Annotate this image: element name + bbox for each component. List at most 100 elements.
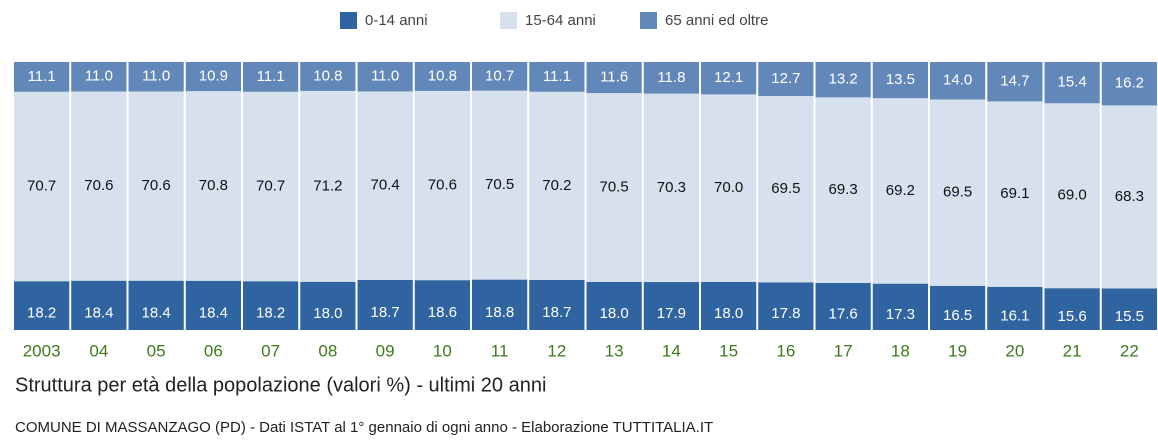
data-label: 18.2 bbox=[27, 305, 56, 322]
bar-segment bbox=[1101, 105, 1157, 289]
data-label: 11.6 bbox=[600, 68, 628, 85]
data-label: 70.4 bbox=[371, 177, 400, 194]
bar-segment bbox=[529, 91, 585, 280]
data-label: 18.4 bbox=[142, 304, 171, 321]
data-label: 70.8 bbox=[199, 177, 228, 194]
bar-segment bbox=[14, 62, 70, 92]
x-tick-label: 04 bbox=[89, 341, 108, 360]
bar-segment bbox=[1044, 288, 1100, 330]
bar-segment bbox=[930, 62, 986, 100]
bar-segment bbox=[1101, 288, 1157, 330]
data-label: 11.1 bbox=[28, 68, 56, 85]
data-label: 16.1 bbox=[1000, 307, 1029, 324]
data-label: 68.3 bbox=[1115, 188, 1144, 205]
x-tick-label: 18 bbox=[891, 341, 910, 360]
bar-segment bbox=[300, 90, 356, 282]
data-label: 17.9 bbox=[657, 305, 686, 322]
x-tick-label: 14 bbox=[662, 341, 681, 360]
x-tick-label: 19 bbox=[948, 341, 967, 360]
bar-segment bbox=[529, 62, 585, 92]
bar-segment bbox=[357, 91, 413, 280]
x-tick-label: 15 bbox=[719, 341, 738, 360]
legend-swatch bbox=[340, 12, 357, 29]
bar-segment bbox=[701, 94, 757, 282]
data-label: 11.1 bbox=[543, 68, 571, 85]
bar-segment bbox=[71, 280, 127, 330]
data-label: 18.4 bbox=[199, 304, 228, 321]
bar-segment bbox=[128, 91, 184, 281]
bar-segment bbox=[987, 286, 1043, 330]
x-tick-label: 22 bbox=[1120, 341, 1139, 360]
legend-swatch bbox=[500, 12, 517, 29]
bar-segment bbox=[71, 91, 127, 281]
data-label: 18.7 bbox=[542, 304, 571, 321]
data-label: 11.0 bbox=[85, 68, 113, 85]
data-label: 69.5 bbox=[943, 184, 972, 201]
bar-segment bbox=[758, 62, 814, 97]
legend-swatch bbox=[640, 12, 657, 29]
bar-segment bbox=[872, 98, 928, 284]
bar-segment bbox=[701, 62, 757, 95]
bar-segment bbox=[128, 62, 184, 92]
bar-segment bbox=[185, 91, 241, 281]
x-tick-label: 08 bbox=[318, 341, 337, 360]
bar-segment bbox=[357, 62, 413, 92]
data-label: 69.1 bbox=[1000, 185, 1029, 202]
bar-segment bbox=[586, 93, 642, 282]
data-label: 10.7 bbox=[485, 67, 514, 84]
bar-segment bbox=[414, 90, 470, 281]
data-label: 18.6 bbox=[428, 304, 457, 321]
data-label: 15.5 bbox=[1115, 308, 1144, 325]
x-tick-label: 07 bbox=[261, 341, 280, 360]
chart-title: Struttura per età della popolazione (val… bbox=[15, 374, 546, 396]
data-label: 16.5 bbox=[943, 307, 972, 324]
data-label: 17.8 bbox=[771, 305, 800, 322]
bar-segment bbox=[300, 281, 356, 330]
bar-segment bbox=[815, 97, 871, 283]
x-tick-label: 11 bbox=[491, 341, 509, 360]
bar-segment bbox=[1044, 103, 1100, 289]
data-label: 70.6 bbox=[142, 177, 171, 194]
data-label: 18.7 bbox=[371, 304, 400, 321]
bar-segment bbox=[758, 282, 814, 330]
x-tick-label: 16 bbox=[776, 341, 795, 360]
data-label: 69.3 bbox=[829, 181, 858, 198]
data-label: 70.5 bbox=[600, 178, 629, 195]
bar-segment bbox=[185, 62, 241, 92]
bar-segment bbox=[243, 281, 299, 330]
data-label: 70.6 bbox=[84, 177, 113, 194]
data-label: 18.0 bbox=[714, 305, 743, 322]
data-label: 69.2 bbox=[886, 182, 915, 199]
data-label: 18.4 bbox=[84, 304, 113, 321]
bar-segment bbox=[643, 62, 699, 94]
bar-segment bbox=[243, 62, 299, 92]
data-label: 70.7 bbox=[256, 177, 285, 194]
bar-segment bbox=[14, 281, 70, 330]
bar-segment bbox=[472, 62, 528, 91]
legend-label: 65 anni ed oltre bbox=[665, 12, 768, 29]
legend-label: 15-64 anni bbox=[525, 12, 596, 29]
data-label: 10.8 bbox=[313, 67, 342, 84]
bar-segment bbox=[872, 283, 928, 330]
data-label: 17.6 bbox=[829, 305, 858, 322]
bar-segment bbox=[701, 281, 757, 330]
x-tick-label: 10 bbox=[433, 341, 452, 360]
data-label: 18.8 bbox=[485, 304, 514, 321]
bar-segment bbox=[300, 62, 356, 91]
data-label: 18.0 bbox=[600, 305, 629, 322]
bar-segment bbox=[815, 62, 871, 98]
bar-segment bbox=[987, 62, 1043, 102]
bar-segment bbox=[758, 96, 814, 283]
data-label: 14.7 bbox=[1000, 73, 1029, 90]
bar-segment bbox=[14, 91, 70, 282]
x-tick-label: 12 bbox=[547, 341, 566, 360]
bar-segment bbox=[128, 280, 184, 330]
data-label: 15.6 bbox=[1058, 308, 1087, 325]
legend-label: 0-14 anni bbox=[365, 12, 428, 29]
bar-segment bbox=[586, 62, 642, 94]
bar-segment bbox=[1101, 62, 1157, 106]
data-label: 70.5 bbox=[485, 176, 514, 193]
data-label: 71.2 bbox=[313, 177, 342, 194]
bar-segment bbox=[643, 282, 699, 330]
bar-segment bbox=[472, 279, 528, 330]
